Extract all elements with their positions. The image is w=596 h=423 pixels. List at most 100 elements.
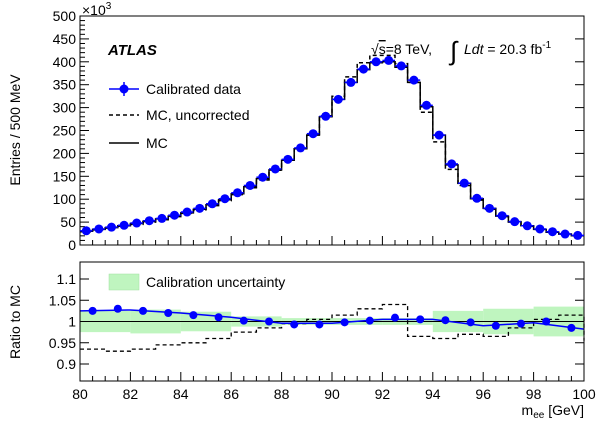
ratio-y-tick-label: 1.1 [57,271,77,287]
x-tick-label: 82 [123,386,139,402]
data-point [510,217,520,227]
data-point [472,193,482,203]
data-point [258,172,268,182]
ratio-data-point [391,313,399,322]
ratio-data-point [139,306,147,315]
legend-uncertainty-label: Calibration uncertainty [146,274,285,290]
integral-symbol: ∫ [448,36,459,66]
data-point [270,164,280,174]
ratio-data-point [214,313,223,322]
ratio-y-tick-label: 0.9 [57,356,77,372]
ratio-data-point [239,316,248,325]
data-point [560,229,570,239]
top-panel: 0 50 100 150 200 250 300 350 400 450 500 Entries /… [7,1,585,253]
ratio-data-point [441,316,450,325]
data-point [157,213,167,223]
data-point [233,188,242,198]
ratio-data-point [542,317,551,326]
y-tick-label: 50 [60,214,76,230]
x-axis-label: mee [GeV] [522,402,584,421]
top-legend: Calibrated data MC, uncorrected MC [109,81,249,151]
y-tick-label: 500 [53,8,77,24]
energy-lumi-label: √s=8 TeV, ∫ Ldt = 20.3 fb-1 [371,36,552,66]
ratio-data-point [517,319,525,328]
data-point [409,75,419,85]
legend-data-label: Calibrated data [146,81,241,97]
data-point [497,211,507,221]
data-point [321,111,331,121]
data-point [371,57,381,67]
y-tick-label: 100 [53,191,77,207]
data-point [485,203,494,213]
ratio-data-point [466,318,475,327]
data-point [434,130,444,140]
data-point [119,220,129,230]
svg-text:Ldt = 20.3 fb-1: Ldt = 20.3 fb-1 [464,40,552,57]
ratio-legend: Calibration uncertainty [108,273,285,291]
data-point [283,154,293,164]
energy-text: =8 TeV, [386,41,432,57]
data-point [333,94,343,104]
y-tick-label: 200 [53,145,77,161]
data-point [195,203,205,213]
ratio-data-point [113,304,122,313]
ratio-x-axis: 80 82 84 86 88 90 92 94 96 98 100 [72,372,596,402]
x-tick-label: 88 [274,386,290,402]
ratio-data-point [567,323,576,332]
top-y-axis: 0 50 100 150 200 250 300 350 400 450 500 [53,8,584,253]
x-tick-label: 100 [572,386,596,402]
data-point [220,194,230,204]
data-point [207,199,217,209]
top-x-axis [79,236,585,245]
data-point [447,159,457,169]
x-tick-label: 86 [223,386,239,402]
lumi-ldt: Ldt [464,41,485,57]
legend-uncorrected-label: MC, uncorrected [146,107,249,123]
data-point [346,77,356,87]
ratio-data-point [491,321,500,330]
data-point [522,221,532,231]
ratio-y-tick-label: 0.95 [49,335,76,351]
legend-uncertainty-swatch [108,273,140,291]
data-point [81,226,91,236]
y-tick-label: 300 [53,100,77,116]
x-tick-label: 94 [425,386,441,402]
y-multiplier: ×103 [82,1,112,18]
data-point [384,55,394,65]
x-tick-label: 90 [324,386,340,402]
ratio-y-axis: 0.9 0.95 1 1.05 1.1 [49,271,584,372]
ratio-y-tick-label: 1.05 [49,292,76,308]
data-point [573,230,583,240]
sqrt-symbol: √ [371,41,379,57]
x-tick-label: 80 [72,386,88,402]
sqrt-s: s [379,41,386,57]
data-point [422,100,431,110]
y-tick-label: 350 [53,77,77,93]
data-point [396,61,406,71]
x-tick-label: 96 [475,386,491,402]
ratio-fit-line [79,309,585,330]
ratio-data-point [416,315,425,324]
data-point [144,216,154,226]
data-point [107,222,116,232]
ratio-data-point [88,306,97,315]
ratio-data-point [164,309,173,317]
data-point [245,180,255,190]
data-point [359,64,368,74]
data-point [459,178,469,188]
y-tick-label: 150 [53,168,77,184]
x-tick-label: 84 [173,386,189,402]
data-point [548,227,557,237]
data-point [535,224,545,234]
ratio-data-point [365,316,374,325]
atlas-label: ATLAS [107,42,157,59]
ratio-series-layer [79,303,585,352]
ratio-data-point [340,318,349,327]
legend-mc-label: MC [146,135,168,151]
lumi-exp: -1 [542,40,551,51]
ratio-data-point [315,320,324,329]
ratio-data-point [265,317,273,326]
data-point [182,207,192,217]
